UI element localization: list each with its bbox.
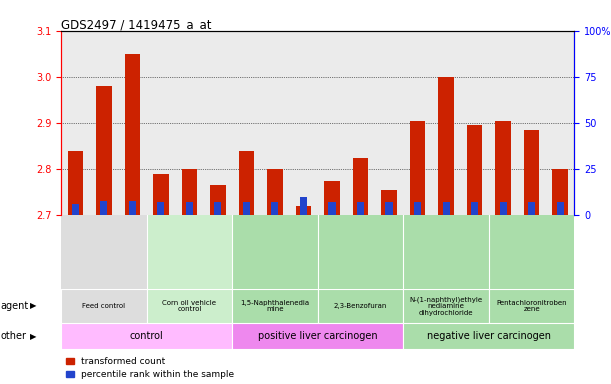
Text: agent: agent xyxy=(1,301,29,311)
Bar xyxy=(96,86,112,215)
Bar xyxy=(243,202,250,215)
Bar xyxy=(442,202,450,215)
Bar xyxy=(181,169,197,215)
Bar xyxy=(147,289,232,323)
Bar xyxy=(381,190,397,215)
Bar xyxy=(153,174,169,215)
Bar xyxy=(72,204,79,215)
Text: negative liver carcinogen: negative liver carcinogen xyxy=(427,331,551,341)
Bar xyxy=(318,289,403,323)
Bar xyxy=(403,289,489,323)
Bar xyxy=(61,323,232,349)
Bar xyxy=(232,323,403,349)
Text: GDS2497 / 1419475_a_at: GDS2497 / 1419475_a_at xyxy=(61,18,211,31)
Bar xyxy=(267,169,283,215)
Bar xyxy=(495,121,511,215)
Bar xyxy=(500,202,507,215)
Bar xyxy=(438,77,454,215)
Bar xyxy=(414,202,421,215)
Bar xyxy=(232,289,318,323)
Bar xyxy=(210,185,226,215)
Text: N-(1-naphthyl)ethyle
nediamine
dihydrochloride: N-(1-naphthyl)ethyle nediamine dihydroch… xyxy=(409,296,483,316)
Bar xyxy=(61,289,147,323)
Bar xyxy=(353,157,368,215)
Bar xyxy=(100,200,108,215)
Bar xyxy=(403,215,489,289)
Bar xyxy=(214,202,221,215)
Bar xyxy=(357,202,364,215)
Text: Pentachloronitroben
zene: Pentachloronitroben zene xyxy=(496,300,567,312)
Bar xyxy=(232,215,318,289)
Bar xyxy=(524,130,540,215)
Text: positive liver carcinogen: positive liver carcinogen xyxy=(258,331,378,341)
Text: ▶: ▶ xyxy=(31,331,37,341)
Legend: transformed count, percentile rank within the sample: transformed count, percentile rank withi… xyxy=(65,357,234,379)
Bar xyxy=(300,197,307,215)
Text: Feed control: Feed control xyxy=(82,303,125,309)
Bar xyxy=(489,289,574,323)
Bar xyxy=(147,215,232,289)
Bar xyxy=(271,202,279,215)
Bar xyxy=(409,121,425,215)
Bar xyxy=(158,202,164,215)
Bar xyxy=(528,202,535,215)
Text: other: other xyxy=(1,331,27,341)
Text: Corn oil vehicle
control: Corn oil vehicle control xyxy=(163,300,216,312)
Bar xyxy=(557,202,563,215)
Bar xyxy=(552,169,568,215)
Text: control: control xyxy=(130,331,164,341)
Bar xyxy=(129,200,136,215)
Bar xyxy=(329,202,335,215)
Bar xyxy=(471,202,478,215)
Bar xyxy=(68,151,83,215)
Bar xyxy=(403,323,574,349)
Text: 1,5-Naphthalenedia
mine: 1,5-Naphthalenedia mine xyxy=(240,300,310,312)
Bar xyxy=(467,125,482,215)
Text: 2,3-Benzofuran: 2,3-Benzofuran xyxy=(334,303,387,309)
Text: ▶: ▶ xyxy=(31,301,37,310)
Bar xyxy=(489,215,574,289)
Bar xyxy=(238,151,254,215)
Bar xyxy=(186,202,193,215)
Bar xyxy=(386,202,392,215)
Bar xyxy=(324,180,340,215)
Bar xyxy=(296,206,311,215)
Bar xyxy=(318,215,403,289)
Bar xyxy=(125,54,140,215)
Bar xyxy=(61,215,147,289)
